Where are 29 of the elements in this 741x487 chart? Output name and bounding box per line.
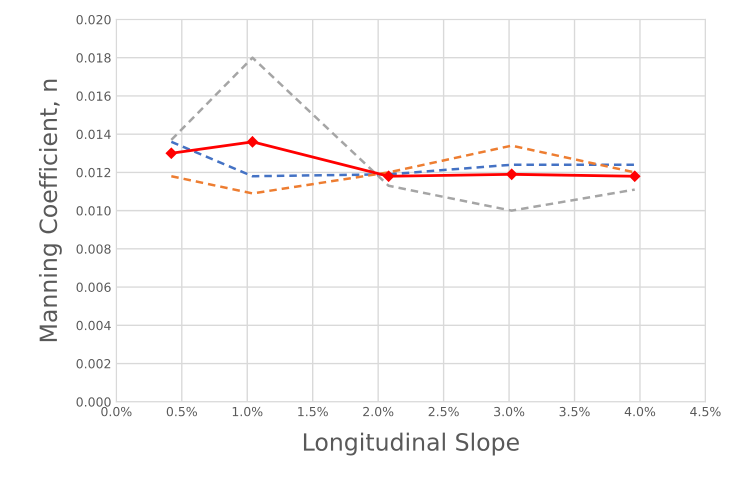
point [506,168,518,180]
x-tick-label: 0.5% [166,406,197,416]
x-tick-label: 2.0% [363,406,394,416]
y-tick-label: 0.010 [76,206,111,216]
x-tick-label: 3.0% [494,406,524,416]
y-tick-label: 0.016 [76,91,111,101]
point [166,148,177,159]
point [629,170,640,182]
point [383,170,394,182]
y-tick-label: 0.012 [76,168,110,178]
x-tick-label: 1.0% [232,406,262,416]
x-tick-label: 1.5% [298,406,328,416]
y-tick-label: 0.018 [76,53,111,63]
y-tick-label: 0.006 [76,282,111,292]
y-tick-label: 0.008 [76,244,111,254]
point [246,136,258,148]
y-tick-label: 0.000 [76,397,111,407]
x-tick-label: 4.5% [690,406,721,416]
y-axis-title: Manning Coefficient, n [38,80,62,342]
x-tick-label: 3.5% [560,406,590,416]
y-tick-label: 0.004 [76,320,111,330]
y-tick-label: 0.002 [76,359,110,368]
x-tick-label: 4.0% [624,406,656,416]
x-tick-label: 2.5% [428,406,459,416]
line-series [170,56,636,212]
y-tick-label: 0.014 [76,130,111,140]
y-tick-label: 0.020 [76,14,111,24]
x-axis-title: Longitudinal Slope [304,432,519,456]
x-tick-label: 0.0% [101,406,132,416]
